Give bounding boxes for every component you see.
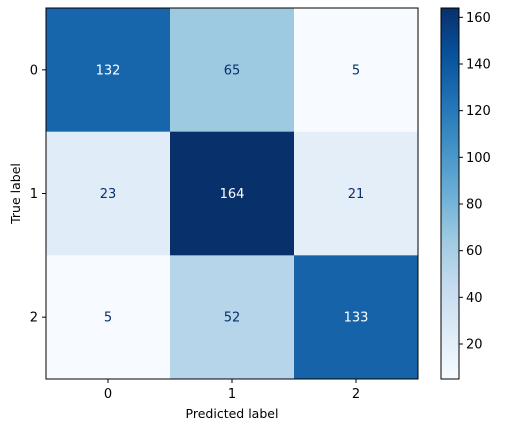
cell-value-label: 23 — [100, 187, 117, 202]
cell-value-label: 5 — [352, 63, 360, 78]
y-axis-ticks: 0 1 2 — [30, 63, 46, 326]
heatmap-cell — [170, 8, 295, 133]
heatmap-cell — [294, 131, 419, 256]
cell-value-labels: 132 65 5 23 164 21 5 52 133 — [96, 63, 369, 325]
heatmap-cell — [46, 131, 171, 256]
y-tick-label: 0 — [30, 63, 38, 78]
y-axis-label: True label — [8, 163, 23, 225]
heatmap-cell — [170, 131, 295, 256]
y-tick-label: 1 — [30, 187, 38, 202]
cell-value-label: 133 — [344, 311, 369, 326]
cell-value-label: 5 — [104, 311, 112, 326]
y-tick-label: 2 — [30, 311, 38, 326]
x-tick-label: 1 — [228, 387, 236, 402]
cell-value-label: 21 — [348, 187, 365, 202]
heatmap-cell — [170, 255, 295, 380]
cell-value-label: 164 — [220, 187, 245, 202]
heatmap-cell — [294, 8, 419, 133]
colorbar-tick-label: 20 — [466, 338, 483, 353]
colorbar-tick-label: 140 — [466, 58, 491, 73]
x-tick-label: 0 — [104, 387, 112, 402]
colorbar — [440, 7, 460, 380]
heatmap-cell — [46, 255, 171, 380]
heatmap-cell — [46, 8, 171, 133]
heatmap-cell — [294, 255, 419, 380]
colorbar-tick-label: 100 — [466, 151, 491, 166]
colorbar-tick-label: 160 — [466, 11, 491, 26]
x-axis-ticks: 0 1 2 — [104, 379, 360, 402]
cell-value-label: 52 — [224, 311, 241, 326]
cell-value-label: 132 — [96, 63, 121, 78]
colorbar-ticks: 20 40 60 80 100 120 140 160 — [459, 11, 491, 353]
x-tick-label: 2 — [352, 387, 360, 402]
colorbar-tick-label: 60 — [466, 244, 483, 259]
x-axis-label: Predicted label — [186, 406, 279, 421]
colorbar-tick-label: 120 — [466, 104, 491, 119]
colorbar-tick-label: 40 — [466, 291, 483, 306]
colorbar-tick-label: 80 — [466, 198, 483, 213]
cell-value-label: 65 — [224, 63, 241, 78]
heatmap-cells — [46, 8, 419, 380]
